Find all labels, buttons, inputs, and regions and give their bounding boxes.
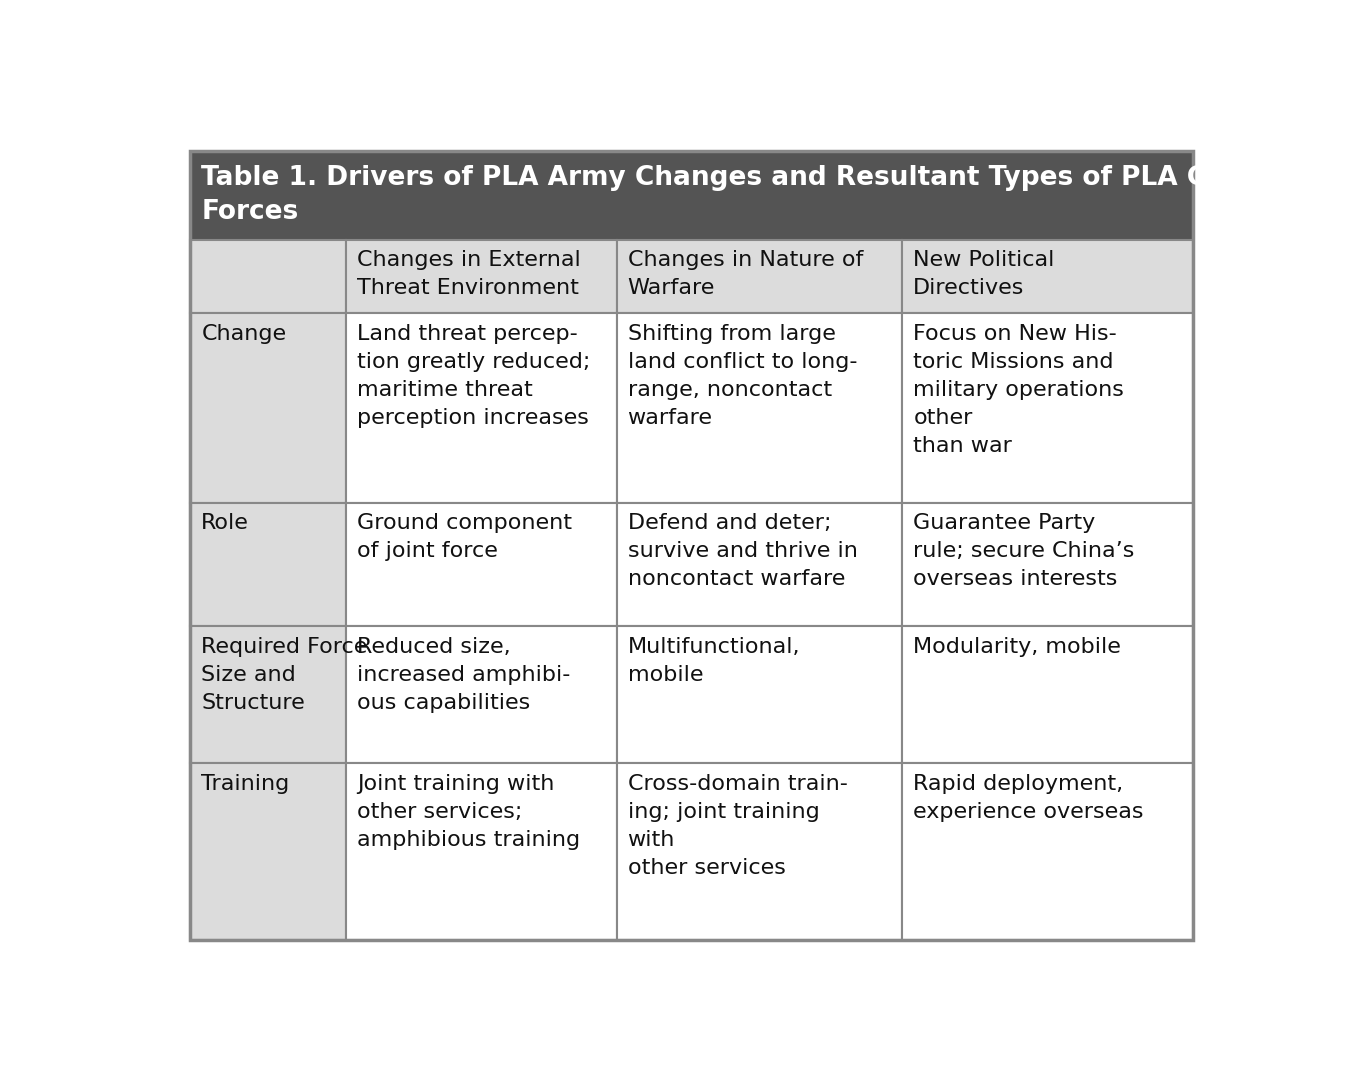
Bar (190, 502, 346, 626)
Text: Rapid deployment,
experience overseas: Rapid deployment, experience overseas (914, 774, 1143, 822)
Bar (346, 313, 617, 502)
Text: Guarantee Party
rule; secure China’s
overseas interests: Guarantee Party rule; secure China’s ove… (914, 513, 1135, 590)
Text: Required Force
Size and
Structure: Required Force Size and Structure (201, 637, 367, 713)
Text: Multifunctional,
mobile: Multifunctional, mobile (628, 637, 801, 685)
Text: New Political
Directives: New Political Directives (914, 251, 1054, 298)
Text: Reduced size,
increased amphibi-
ous capabilities: Reduced size, increased amphibi- ous cap… (356, 637, 570, 713)
Bar (617, 502, 902, 626)
Text: Land threat percep-
tion greatly reduced;
maritime threat
perception increases: Land threat percep- tion greatly reduced… (356, 324, 590, 428)
Bar (902, 502, 1193, 626)
Bar (190, 626, 346, 764)
Bar (346, 626, 617, 764)
Text: Change: Change (201, 324, 286, 343)
Bar (190, 764, 346, 940)
Bar (346, 764, 617, 940)
Bar (617, 764, 902, 940)
Bar (902, 626, 1193, 764)
Text: Table 1. Drivers of PLA Army Changes and Resultant Types of PLA Ground
Forces: Table 1. Drivers of PLA Army Changes and… (201, 165, 1296, 226)
Bar (190, 313, 346, 502)
Bar (902, 764, 1193, 940)
Text: Role: Role (201, 513, 250, 534)
Bar (346, 502, 617, 626)
Text: Changes in Nature of
Warfare: Changes in Nature of Warfare (628, 251, 863, 298)
Text: Changes in External
Threat Environment: Changes in External Threat Environment (356, 251, 580, 298)
Bar (190, 240, 346, 313)
Bar (902, 240, 1193, 313)
Bar (902, 313, 1193, 502)
Text: Ground component
of joint force: Ground component of joint force (356, 513, 572, 562)
Bar (346, 240, 617, 313)
Text: Defend and deter;
survive and thrive in
noncontact warfare: Defend and deter; survive and thrive in … (628, 513, 857, 590)
Bar (617, 313, 902, 502)
Text: Joint training with
other services;
amphibious training: Joint training with other services; amph… (356, 774, 580, 850)
Bar (617, 626, 902, 764)
Text: Training: Training (201, 774, 289, 794)
Text: Cross-domain train-
ing; joint training
with
other services: Cross-domain train- ing; joint training … (628, 774, 848, 878)
Bar (190, 151, 1193, 240)
Bar (617, 240, 902, 313)
Text: Shifting from large
land conflict to long-
range, noncontact
warfare: Shifting from large land conflict to lon… (628, 324, 857, 428)
Text: Modularity, mobile: Modularity, mobile (914, 637, 1122, 657)
Text: Focus on New His-
toric Missions and
military operations
other
than war: Focus on New His- toric Missions and mil… (914, 324, 1125, 456)
